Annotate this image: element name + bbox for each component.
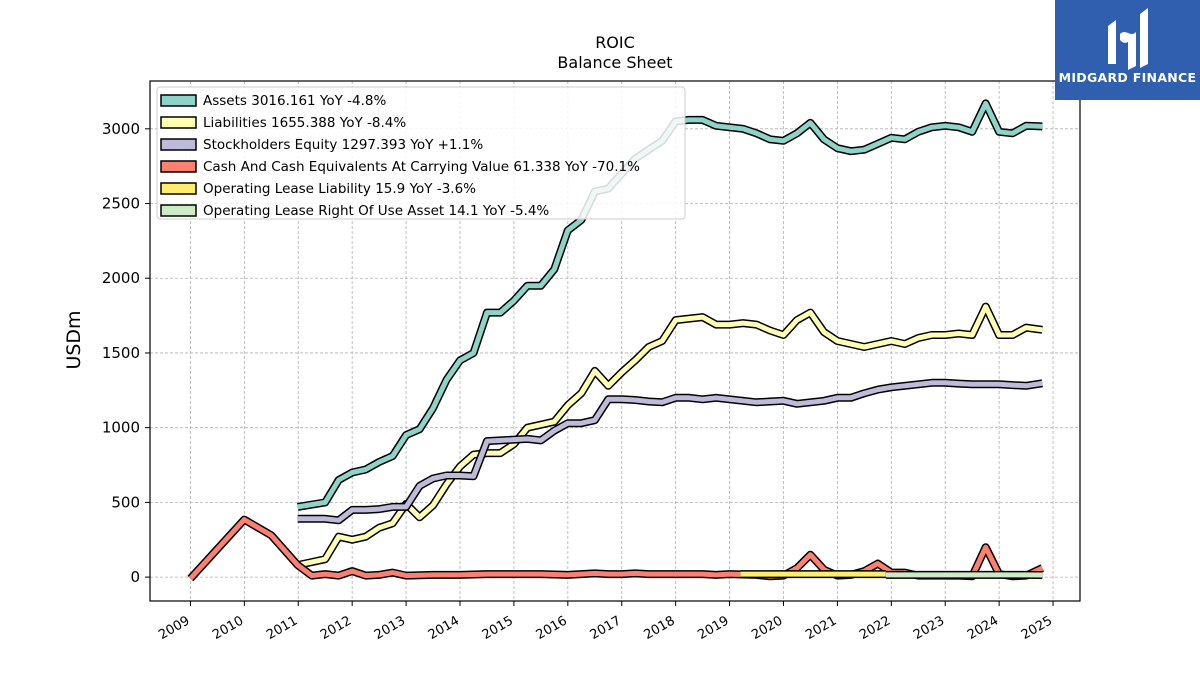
series-line xyxy=(188,517,1044,581)
x-tick-label: 2021 xyxy=(803,613,839,643)
y-tick-label: 2000 xyxy=(102,269,140,287)
legend-box xyxy=(156,86,686,220)
x-tick-label: 2013 xyxy=(372,613,408,643)
chart-subtitle: Balance Sheet xyxy=(557,53,672,72)
series-outline xyxy=(187,515,1044,582)
y-tick-label: 0 xyxy=(130,568,140,586)
x-tick-label: 2010 xyxy=(210,613,246,643)
x-tick-label: 2009 xyxy=(156,613,192,643)
y-axis: 0 500 1000 1500 2000 2500 3000 xyxy=(102,120,150,586)
x-tick-label: 2023 xyxy=(911,613,947,643)
x-tick-label: 2011 xyxy=(264,613,300,643)
legend-swatch xyxy=(160,94,197,107)
legend-entry: Assets 3016.161 YoY -4.8% xyxy=(203,93,387,109)
x-tick-label: 2016 xyxy=(534,613,570,643)
y-tick-label: 1000 xyxy=(102,419,140,437)
y-axis-label: USDm xyxy=(63,310,85,369)
chart-title: ROIC xyxy=(595,33,635,52)
legend-swatch xyxy=(160,160,197,173)
legend-swatch xyxy=(160,116,197,129)
x-tick-label: 2017 xyxy=(588,613,624,643)
x-axis: 2009 2010 2011 2012 2013 2014 2015 2016 2017 2018… xyxy=(156,601,1055,643)
series-line xyxy=(297,304,1043,568)
y-tick-label: 3000 xyxy=(102,120,140,138)
x-tick-label: 2018 xyxy=(641,613,677,643)
legend: Assets 3016.161 YoY -4.8% Liabilities 165… xyxy=(156,86,686,220)
y-tick-label: 2500 xyxy=(102,195,140,213)
series-layer xyxy=(187,99,1044,582)
x-tick-label: 2014 xyxy=(426,613,462,643)
legend-entry: Liabilities 1655.388 YoY -8.4% xyxy=(203,115,406,131)
plot-frame xyxy=(149,80,1081,602)
series-line xyxy=(297,380,1043,523)
x-tick-label: 2022 xyxy=(857,613,893,643)
legend-swatch xyxy=(160,182,197,195)
legend-entry: Stockholders Equity 1297.393 YoY +1.1% xyxy=(203,137,483,153)
x-tick-label: 2015 xyxy=(480,613,516,643)
brand-name: MIDGARD FINANCE xyxy=(1058,70,1197,85)
x-tick-label: 2019 xyxy=(695,613,731,643)
legend-entry: Operating Lease Liability 15.9 YoY -3.6% xyxy=(203,181,476,197)
y-tick-label: 500 xyxy=(111,493,140,511)
brand-mark-icon xyxy=(1108,8,1148,70)
x-tick-label: 2020 xyxy=(749,613,785,643)
legend-entry: Operating Lease Right Of Use Asset 14.1 … xyxy=(203,203,549,219)
x-tick-label: 2025 xyxy=(1019,613,1055,643)
brand-logo: MIDGARD FINANCE xyxy=(1055,0,1200,100)
x-tick-label: 2012 xyxy=(318,613,354,643)
legend-swatch xyxy=(160,138,197,151)
x-tick-label: 2024 xyxy=(965,613,1001,643)
legend-swatch xyxy=(160,204,197,217)
legend-entry: Cash And Cash Equivalents At Carrying Va… xyxy=(203,159,640,175)
y-tick-label: 1500 xyxy=(102,344,140,362)
